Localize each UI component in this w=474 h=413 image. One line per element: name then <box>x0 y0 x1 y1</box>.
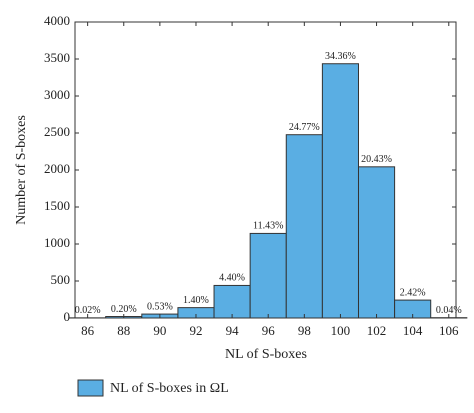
x-axis-title: NL of S-boxes <box>225 347 307 362</box>
y-tick-label: 1500 <box>44 198 70 213</box>
value-label: 2.42% <box>400 287 426 298</box>
legend-label: NL of S-boxes in ΩL <box>110 381 229 396</box>
value-label: 0.53% <box>147 301 173 312</box>
y-tick-label: 3000 <box>44 87 70 102</box>
value-label: 4.40% <box>219 273 245 284</box>
value-label: 0.20% <box>111 304 137 315</box>
plot-frame <box>74 21 457 319</box>
value-label: 0.02% <box>75 305 101 316</box>
x-tick-label: 106 <box>439 323 459 338</box>
y-tick-label: 1000 <box>44 235 70 250</box>
value-label: 11.43% <box>253 221 283 232</box>
value-label: 20.43% <box>361 154 392 165</box>
x-tick-label: 86 <box>81 323 95 338</box>
x-tick-label: 98 <box>298 323 311 338</box>
y-tick-label: 4000 <box>44 13 70 28</box>
bar <box>285 134 323 319</box>
x-tick-label: 92 <box>189 323 202 338</box>
y-tick-label: 2000 <box>44 161 70 176</box>
x-tick-label: 90 <box>153 323 166 338</box>
y-tick-label: 0 <box>64 309 71 324</box>
value-label: 1.40% <box>183 295 209 306</box>
value-label: 24.77% <box>289 122 320 133</box>
x-tick-label: 104 <box>403 323 423 338</box>
value-label: 0.04% <box>436 305 462 316</box>
y-tick-label: 2500 <box>44 124 70 139</box>
x-tick-label: 88 <box>117 323 130 338</box>
bar <box>213 284 251 319</box>
bar <box>321 63 359 319</box>
x-tick-label: 102 <box>367 323 387 338</box>
x-tick-label: 100 <box>331 323 351 338</box>
bar <box>357 166 396 319</box>
x-tick-label: 94 <box>226 323 240 338</box>
y-tick-label: 500 <box>51 272 71 287</box>
y-tick-label: 3500 <box>44 50 70 65</box>
value-label: 34.36% <box>325 51 356 62</box>
legend-swatch <box>77 379 104 397</box>
x-tick-label: 96 <box>262 323 276 338</box>
bar <box>249 232 287 319</box>
y-axis-title: Number of S-boxes <box>14 115 29 225</box>
